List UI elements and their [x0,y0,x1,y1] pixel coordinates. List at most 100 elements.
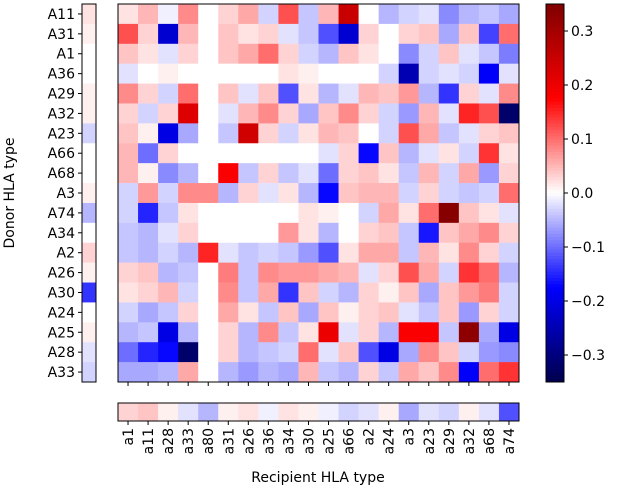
column-strip-cell [118,403,139,421]
column-strip-cell [338,403,359,421]
heatmap-cell [198,202,219,224]
heatmap-cell [358,222,379,244]
heatmap-cell [398,222,420,244]
heatmap-cell [318,143,339,164]
row-strip-cell [82,322,96,343]
heatmap-cell [118,83,139,104]
row-label: A66 [48,146,75,162]
heatmap-cell [358,163,379,184]
colorbar-segment [546,142,564,147]
heatmap-cell [438,43,460,64]
heatmap-cell [138,163,159,184]
column-label: a68 [482,428,498,454]
column-label: a1 [121,428,137,446]
heatmap-cell [318,103,339,124]
colorbar-segment [546,344,564,348]
row-strip-cell [82,362,96,383]
heatmap-cell [458,222,480,244]
heatmap-cell [158,83,179,104]
heatmap-cell [458,362,480,383]
heatmap-cell [138,262,159,283]
heatmap-cell [178,362,199,383]
colorbar-segment [546,57,564,62]
heatmap-cell [298,83,319,104]
column-strip-cell [298,403,319,421]
heatmap-cell [258,202,279,224]
row-strip-cell [82,242,96,263]
colorbar-segment [546,89,564,93]
heatmap-cell [318,163,339,184]
colorbar-segment [546,356,564,361]
heatmap-cell [458,143,480,164]
heatmap-cell [418,63,440,84]
row-strip-cell [82,222,96,244]
heatmap-cell [478,103,500,124]
heatmap-cell [238,63,259,84]
column-label: a80 [201,428,217,454]
heatmap-cell [218,202,239,224]
heatmap-cell [338,163,359,184]
heatmap-cell [318,222,339,244]
heatmap-cell [118,23,139,45]
colorbar-segment [546,353,564,358]
colorbar-segment [546,208,564,213]
heatmap-cell [118,322,139,343]
heatmap-cell [458,4,480,25]
heatmap-cell [398,43,420,64]
heatmap-cell [338,282,359,303]
heatmap-cell [358,302,379,323]
colorbar-segment [546,148,564,153]
heatmap-cell [378,43,399,64]
column-label: a74 [502,428,518,454]
heatmap-cell [138,4,159,25]
heatmap-cell [358,362,379,383]
heatmap-cell [418,202,440,224]
colorbar-segment [546,224,564,229]
heatmap-cell [378,83,399,104]
heatmap-cell [318,242,339,263]
heatmap-cell [458,342,480,363]
heatmap-cell [478,23,500,45]
heatmap-cell [218,143,239,164]
heatmap-cell [358,63,379,84]
heatmap-cell [438,282,460,303]
heatmap-cell [158,63,179,84]
heatmap-cell [178,302,199,323]
heatmap-cell [338,262,359,283]
colorbar-segment [546,95,564,99]
heatmap-cell [258,103,279,124]
column-strip-cell [378,403,399,421]
row-strip-cell [82,262,96,283]
heatmap-cell [178,103,199,124]
heatmap-cell [158,103,179,124]
heatmap-cell [438,362,460,383]
heatmap-cell [158,43,179,64]
heatmap-cell [358,342,379,363]
colorbar-segment [546,193,564,197]
heatmap-cell [118,103,139,124]
heatmap-cell [238,4,259,25]
column-label: a11 [141,428,157,454]
heatmap-cell [258,143,279,164]
heatmap-cell [458,83,480,104]
colorbar-segment [546,290,564,295]
heatmap-cell [318,342,339,363]
heatmap-cell [438,63,460,84]
heatmap-cell [458,123,480,144]
heatmap-cell [378,242,399,263]
row-label: A28 [48,345,75,361]
colorbar-segment [546,170,564,175]
heatmap-cell [358,123,379,144]
colorbar-segment [546,284,564,288]
heatmap-cell [298,302,319,323]
heatmap-cell [498,242,520,263]
heatmap-cell [298,163,319,184]
heatmap-cell [178,342,199,363]
row-strip-cell [82,83,96,104]
heatmap-cell [298,202,319,224]
heatmap-cell [138,362,159,383]
heatmap-cell [178,23,199,45]
heatmap-cell [178,322,199,343]
colorbar-segment [546,104,564,109]
